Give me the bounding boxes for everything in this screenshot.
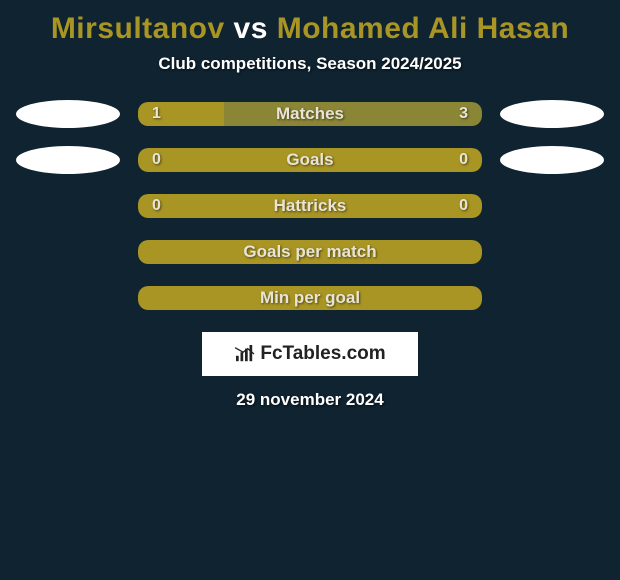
stat-bar: Goals per match (138, 240, 482, 264)
barchart-icon (234, 345, 256, 363)
stat-row-matches: 1 3 Matches (0, 102, 620, 126)
stat-label: Min per goal (260, 288, 360, 308)
stat-bar: 1 3 Matches (138, 102, 482, 126)
stat-row-goals: 0 0 Goals (0, 148, 620, 172)
page-title: Mirsultanov vs Mohamed Ali Hasan (0, 6, 620, 54)
main-container: Mirsultanov vs Mohamed Ali Hasan Club co… (0, 0, 620, 410)
bar-left-fill (138, 102, 224, 126)
left-value: 0 (152, 197, 161, 215)
stat-bar: 0 0 Hattricks (138, 194, 482, 218)
logo: FcTables.com (234, 343, 385, 365)
player1-name: Mirsultanov (51, 12, 225, 45)
stat-label: Hattricks (274, 196, 347, 216)
player1-badge (16, 146, 120, 174)
right-value: 0 (459, 151, 468, 169)
right-value: 3 (459, 105, 468, 123)
stat-bar: 0 0 Goals (138, 148, 482, 172)
stat-row-min-per-goal: Min per goal (0, 286, 620, 310)
logo-box: FcTables.com (202, 332, 418, 376)
player1-badge (16, 100, 120, 128)
vs-text: vs (234, 12, 268, 45)
player2-badge (500, 100, 604, 128)
logo-text: FcTables.com (260, 343, 385, 365)
player2-badge (500, 146, 604, 174)
stat-row-goals-per-match: Goals per match (0, 240, 620, 264)
stat-label: Goals (286, 150, 333, 170)
comparison-chart: 1 3 Matches 0 0 Goals 0 0 Hattricks Goals per mat… (0, 102, 620, 310)
subtitle: Club competitions, Season 2024/2025 (0, 54, 620, 102)
player2-name: Mohamed Ali Hasan (277, 12, 569, 45)
stat-row-hattricks: 0 0 Hattricks (0, 194, 620, 218)
stat-bar: Min per goal (138, 286, 482, 310)
right-value: 0 (459, 197, 468, 215)
date-text: 29 november 2024 (0, 390, 620, 410)
left-value: 1 (152, 105, 161, 123)
left-value: 0 (152, 151, 161, 169)
stat-label: Goals per match (243, 242, 376, 262)
stat-label: Matches (276, 104, 344, 124)
